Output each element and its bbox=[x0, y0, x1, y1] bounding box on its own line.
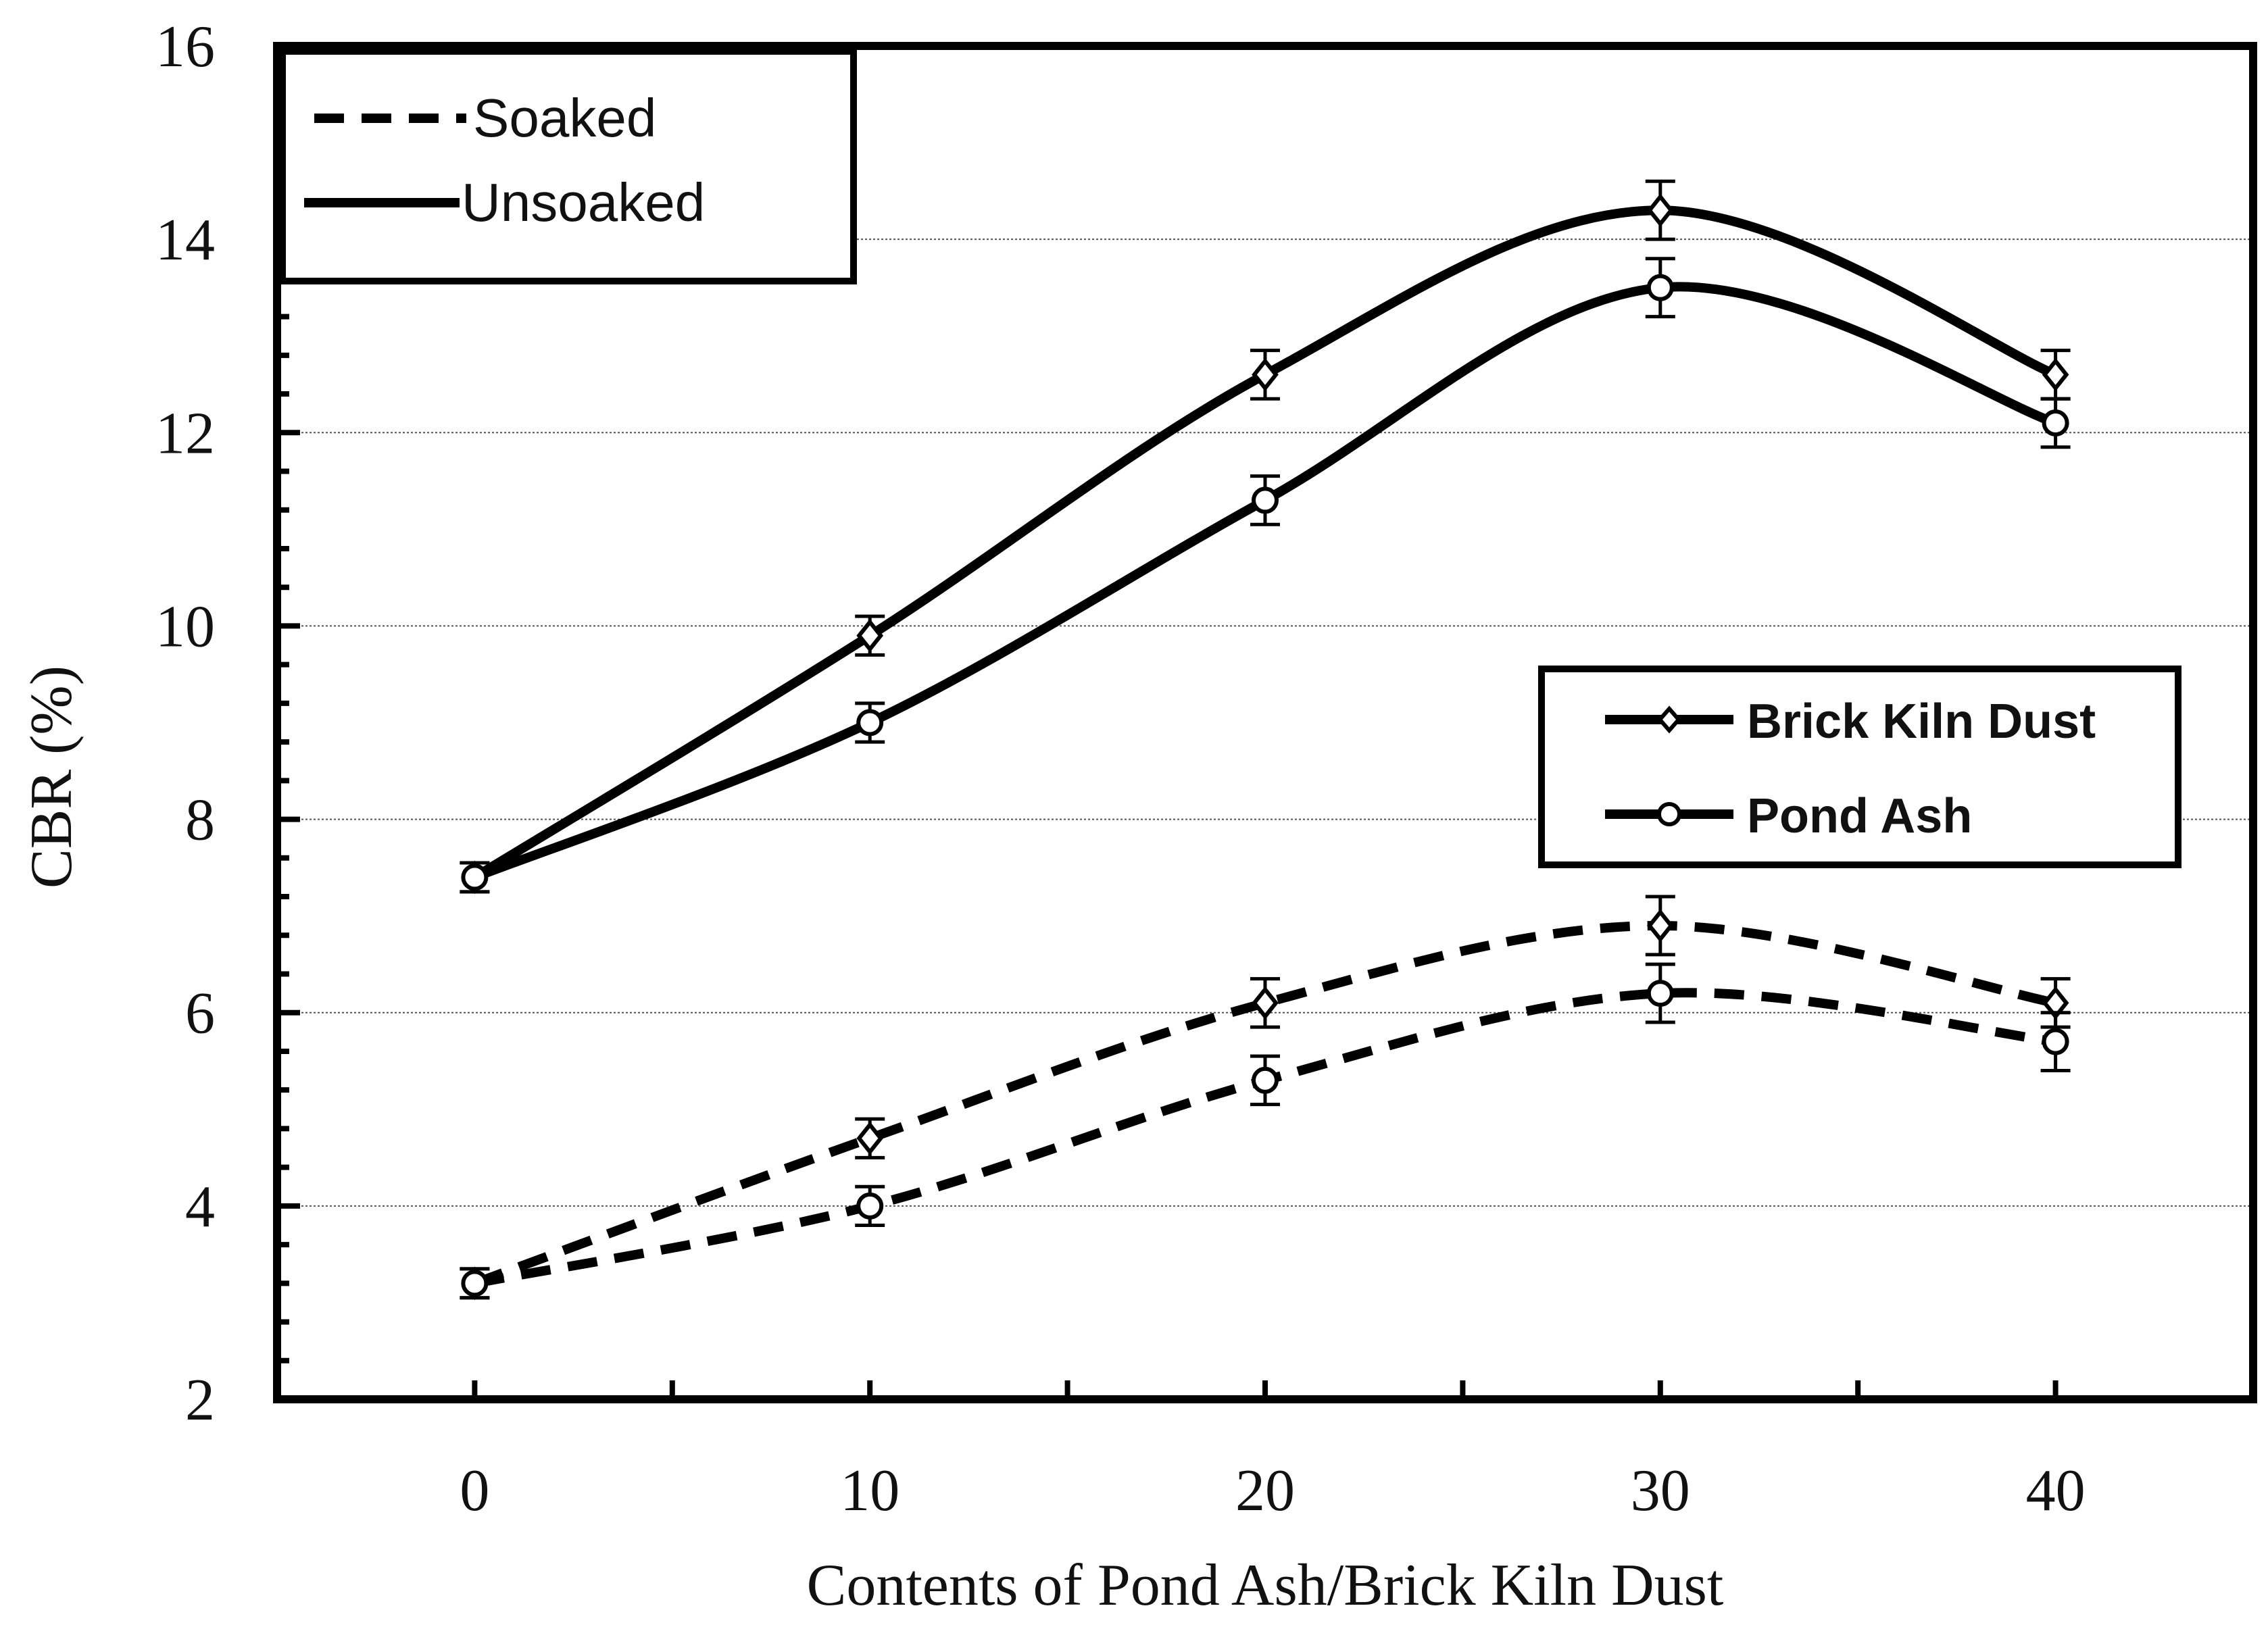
legend-material: Brick Kiln Dust Pond Ash bbox=[1538, 666, 2181, 868]
y-tick-label-1: 4 bbox=[185, 1174, 215, 1240]
point-circle bbox=[1646, 980, 1674, 1007]
y-tick-label-4: 10 bbox=[155, 594, 215, 659]
series-1 bbox=[460, 257, 2071, 894]
point-diamond bbox=[856, 1121, 884, 1155]
y-axis-title: CBR (%) bbox=[19, 666, 84, 888]
legend-line-style: Soaked Unsoaked bbox=[279, 48, 857, 284]
legend-material-box bbox=[1538, 666, 2181, 868]
series-line-3 bbox=[474, 988, 2056, 1288]
legend-brick-label: Brick Kiln Dust bbox=[1747, 695, 2096, 749]
series-3 bbox=[460, 962, 2071, 1300]
x-axis-title: Contents of Pond Ash/Brick Kiln Dust bbox=[807, 1553, 1724, 1618]
point-diamond bbox=[1252, 357, 1279, 392]
point-circle bbox=[856, 1192, 884, 1220]
point-diamond bbox=[856, 618, 884, 653]
point-circle bbox=[1252, 486, 1279, 514]
point-circle bbox=[461, 863, 489, 891]
x-axis-ticks: 0 10 20 30 40 bbox=[460, 1380, 2256, 1524]
y-tick-label-5: 12 bbox=[155, 401, 215, 466]
legend-unsoaked-label: Unsoaked bbox=[462, 172, 705, 232]
point-diamond bbox=[2042, 357, 2069, 392]
point-circle bbox=[1646, 274, 1674, 301]
y-tick-label-0: 2 bbox=[185, 1368, 215, 1433]
point-circle bbox=[1252, 1066, 1279, 1094]
y-tick-label-7: 16 bbox=[155, 14, 215, 80]
legend-soaked-label: Soaked bbox=[473, 88, 656, 148]
y-tick-label-3: 8 bbox=[185, 788, 215, 853]
x-tick-label-3: 30 bbox=[1631, 1458, 1690, 1524]
point-circle bbox=[461, 1270, 489, 1297]
point-diamond bbox=[1646, 193, 1674, 228]
x-tick-label-0: 0 bbox=[460, 1458, 489, 1524]
point-circle bbox=[2042, 1028, 2069, 1055]
series-line-2 bbox=[472, 920, 2056, 1288]
point-circle bbox=[2042, 409, 2069, 436]
legend-line-style-box bbox=[279, 48, 857, 284]
plot-frame bbox=[273, 42, 2257, 1403]
point-diamond bbox=[1646, 909, 1674, 943]
x-tick-label-4: 40 bbox=[2026, 1458, 2086, 1524]
x-tick-label-1: 10 bbox=[840, 1458, 899, 1524]
legend-pond-label: Pond Ash bbox=[1747, 789, 1972, 843]
y-tick-label-6: 14 bbox=[155, 207, 215, 273]
legend-circle-icon bbox=[1657, 802, 1681, 826]
series-layer bbox=[460, 179, 2071, 1301]
x-tick-label-2: 20 bbox=[1235, 1458, 1295, 1524]
point-diamond bbox=[1252, 986, 1279, 1020]
y-axis-ticks: 2 4 6 8 10 12 14 16 bbox=[155, 14, 300, 1433]
y-tick-label-2: 6 bbox=[185, 981, 215, 1047]
legend-diamond-icon bbox=[1657, 705, 1681, 734]
point-circle bbox=[856, 709, 884, 736]
